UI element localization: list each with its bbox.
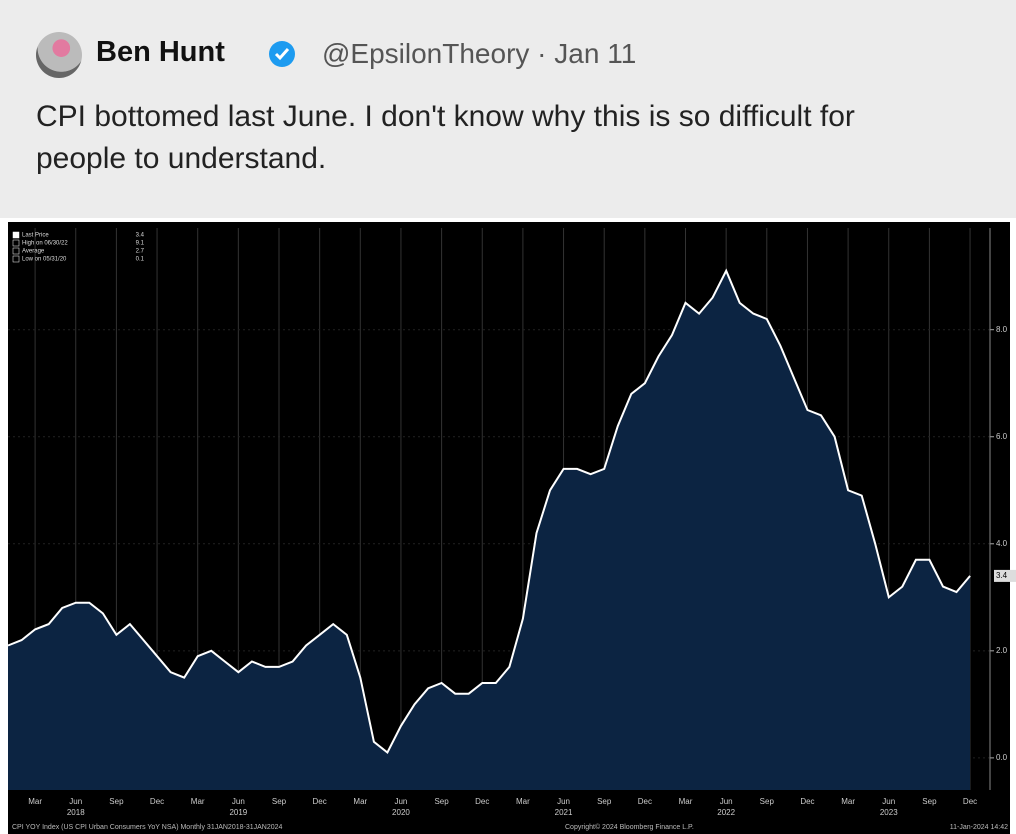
chart: Mar Jun 2018 Sep Dec Mar Jun 2019 Sep Dec Mar Jun 20… <box>7 222 1016 834</box>
x-tick-label: Jun <box>882 797 895 806</box>
x-tick-label: Dec <box>800 797 814 806</box>
last-value-label: 3.4 <box>996 571 1008 580</box>
x-tick-label: Jun <box>557 797 570 806</box>
legend-label: Last Price <box>22 233 49 239</box>
x-tick-label: Sep <box>922 797 937 806</box>
verified-badge <box>269 41 295 67</box>
y-tick-label: 4.0 <box>996 539 1008 548</box>
x-tick-label: Sep <box>597 797 612 806</box>
footer-text: 11-Jan-2024 14:42 <box>950 824 1008 831</box>
legend-label: High on 06/30/22 <box>22 241 68 247</box>
x-tick-label: Dec <box>313 797 327 806</box>
x-tick-label: Mar <box>841 797 855 806</box>
x-tick-label: Dec <box>150 797 164 806</box>
footer-text: CPI YOY Index (US CPI Urban Consumers Yo… <box>12 824 283 831</box>
legend-swatch <box>12 239 20 247</box>
x-tick-label: Dec <box>475 797 489 806</box>
x-tick-label: Mar <box>191 797 205 806</box>
tweet: Ben Hunt @EpsilonTheory · Jan 11 CPI bot… <box>0 0 1016 218</box>
area <box>8 270 971 790</box>
author-name[interactable]: Ben Hunt <box>96 36 225 68</box>
legend-swatch <box>12 231 20 239</box>
x-tick-label: Dec <box>638 797 652 806</box>
legend-value: 0.1 <box>136 257 145 263</box>
handle-date[interactable]: @EpsilonTheory · Jan 11 <box>322 38 637 69</box>
legend-value: 2.7 <box>136 249 145 255</box>
x-tick-label: Mar <box>516 797 530 806</box>
legend-label: Average <box>22 249 45 255</box>
x-year-label: 2020 <box>392 808 410 817</box>
x-tick-label: Sep <box>109 797 124 806</box>
legend-value: 3.4 <box>136 233 145 239</box>
legend-label: Low on 05/31/20 <box>22 257 67 263</box>
y-tick-label: 6.0 <box>996 432 1008 441</box>
avatar[interactable] <box>36 32 82 78</box>
x-tick-label: Mar <box>679 797 693 806</box>
last-value-box <box>994 569 1016 582</box>
x-tick-label: Jun <box>232 797 245 806</box>
x-tick-label: Sep <box>760 797 775 806</box>
legend-value: 9.1 <box>136 241 145 247</box>
y-tick-label: 0.0 <box>996 753 1008 762</box>
legend-swatch <box>12 247 20 255</box>
tweet-text: CPI bottomed last June. I don't know why… <box>36 100 855 175</box>
x-tick-label: Jun <box>720 797 733 806</box>
footer-text: Copyright© 2024 Bloomberg Finance L.P. <box>565 823 694 831</box>
line <box>7 268 971 755</box>
x-tick-label: Sep <box>272 797 287 806</box>
y-tick-label: 2.0 <box>996 646 1008 655</box>
x-year-label: 2023 <box>880 808 898 817</box>
x-tick-label: Mar <box>353 797 367 806</box>
x-tick-label: Jun <box>394 797 407 806</box>
x-year-label: 2018 <box>67 808 85 817</box>
x-year-label: 2022 <box>717 808 735 817</box>
x-year-label: 2021 <box>555 808 573 817</box>
x-tick-label: Mar <box>28 797 42 806</box>
x-year-label: 2019 <box>229 808 247 817</box>
x-tick-label: Sep <box>434 797 449 806</box>
legend-swatch <box>12 255 20 263</box>
x-tick-label: Dec <box>963 797 977 806</box>
x-tick-label: Jun <box>69 797 82 806</box>
y-tick-label: 8.0 <box>996 325 1008 334</box>
